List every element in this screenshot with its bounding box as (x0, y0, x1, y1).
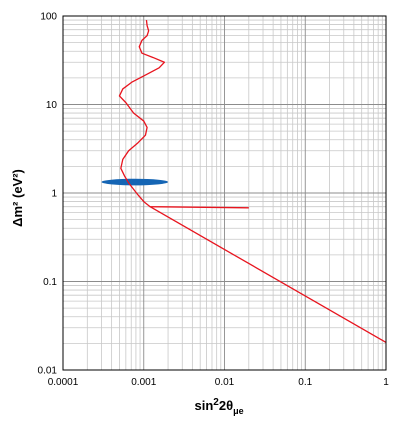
exclusion-curve-tail (149, 206, 387, 343)
x-tick-label: 0.0001 (48, 377, 79, 388)
y-tick-label: 100 (40, 12, 57, 23)
allowed-region-ellipse (101, 178, 169, 186)
series-layer (101, 19, 387, 343)
x-label-sub: μe (233, 406, 244, 416)
x-tick-label: 1 (383, 377, 389, 388)
x-label-base: sin (195, 398, 214, 413)
y-tick-labels: 0.01 0.1 1 10 100 (38, 12, 58, 377)
x-tick-label: 0.01 (215, 377, 235, 388)
y-tick-label: 0.01 (38, 366, 58, 377)
y-axis-label: Δm² (eV²) (10, 169, 25, 227)
y-tick-label: 1 (51, 189, 57, 200)
x-tick-label: 0.001 (131, 377, 156, 388)
exclusion-curve (118, 19, 249, 209)
x-axis-label: sin22θμe (195, 397, 244, 416)
x-tick-labels: 0.0001 0.001 0.01 0.1 1 (48, 377, 390, 388)
y-tick-label: 10 (46, 100, 58, 111)
y-tick-label: 0.1 (43, 277, 57, 288)
x-label-sup: 2 (213, 397, 219, 408)
x-label-mid: 2θ (219, 398, 233, 413)
plot-frame (62, 15, 387, 371)
x-tick-label: 0.1 (298, 377, 312, 388)
